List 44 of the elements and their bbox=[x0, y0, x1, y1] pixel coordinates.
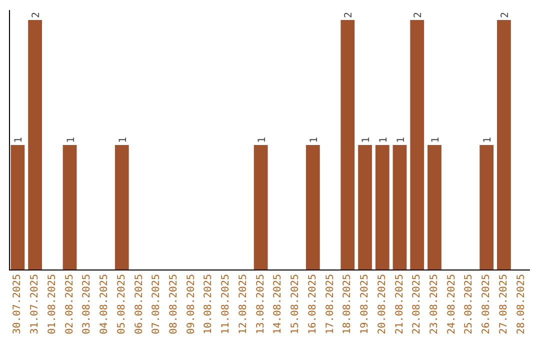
x-tick-label: 11.08.2025 bbox=[220, 274, 232, 334]
x-tick-label: 20.08.2025 bbox=[376, 274, 388, 334]
x-tick-label: 30.07.2025 bbox=[12, 274, 24, 334]
data-label: 2 bbox=[500, 12, 511, 18]
x-tick-label: 28.08.2025 bbox=[516, 274, 527, 334]
x-tick-label: 05.08.2025 bbox=[116, 274, 128, 334]
x-tick-label: 04.08.2025 bbox=[99, 274, 110, 334]
x-tick-label: 01.08.2025 bbox=[46, 274, 58, 334]
x-tick-label: 25.08.2025 bbox=[464, 274, 475, 334]
x-tick-label: 18.08.2025 bbox=[342, 274, 354, 334]
data-label: 1 bbox=[396, 136, 407, 143]
x-tick-label: 14.08.2025 bbox=[272, 274, 284, 334]
x-tick-label: 31.07.2025 bbox=[30, 274, 41, 334]
data-label: 1 bbox=[308, 136, 320, 143]
x-tick-label: 10.08.2025 bbox=[203, 274, 214, 334]
data-label: 1 bbox=[378, 136, 390, 143]
data-label: 2 bbox=[31, 12, 42, 18]
data-label: 1 bbox=[14, 136, 25, 143]
x-tick-label: 19.08.2025 bbox=[360, 274, 371, 334]
x-tick-label: 12.08.2025 bbox=[238, 274, 249, 334]
x-tick-label: 21.08.2025 bbox=[394, 274, 406, 334]
x-tick-label: 17.08.2025 bbox=[324, 274, 336, 334]
x-tick-label: 26.08.2025 bbox=[481, 274, 492, 334]
data-label: 2 bbox=[344, 12, 355, 18]
x-tick-label: 27.08.2025 bbox=[498, 274, 510, 334]
x-tick-label: 08.08.2025 bbox=[168, 274, 180, 334]
x-tick-label: 13.08.2025 bbox=[255, 274, 266, 334]
x-tick-label: 16.08.2025 bbox=[307, 274, 318, 334]
data-label: 1 bbox=[482, 136, 494, 143]
data-label: 1 bbox=[66, 136, 77, 143]
x-tick-label: 06.08.2025 bbox=[134, 274, 145, 334]
x-tick-label: 09.08.2025 bbox=[186, 274, 197, 334]
data-label: 1 bbox=[118, 136, 129, 143]
x-tick-label: 15.08.2025 bbox=[290, 274, 302, 334]
x-tick-label: 02.08.2025 bbox=[64, 274, 76, 334]
data-label: 1 bbox=[256, 136, 268, 143]
data-label: 1 bbox=[430, 136, 442, 143]
x-tick-label: 23.08.2025 bbox=[428, 274, 440, 334]
data-label: 1 bbox=[361, 136, 372, 143]
x-tick-label: 24.08.2025 bbox=[446, 274, 458, 334]
x-tick-label: 22.08.2025 bbox=[412, 274, 423, 334]
data-label: 2 bbox=[413, 12, 424, 18]
x-tick-label: 07.08.2025 bbox=[151, 274, 162, 334]
x-tick-label: 03.08.2025 bbox=[82, 274, 93, 334]
